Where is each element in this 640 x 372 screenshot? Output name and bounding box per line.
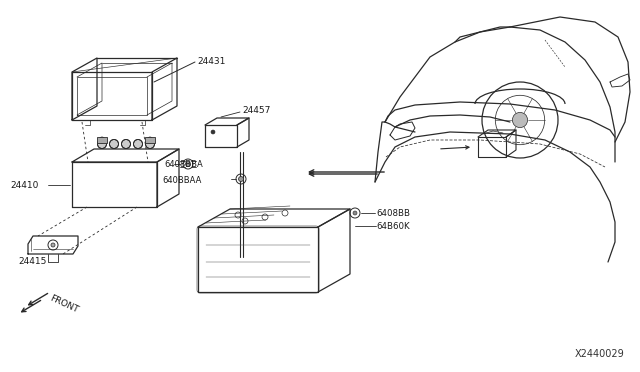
Text: 64B60K: 64B60K: [376, 221, 410, 231]
Text: 24457: 24457: [242, 106, 270, 115]
Text: 6408BBA: 6408BBA: [164, 160, 203, 169]
Circle shape: [51, 243, 55, 247]
Circle shape: [513, 112, 527, 128]
Bar: [145, 137, 155, 143]
Bar: [97, 137, 107, 143]
Text: 24410: 24410: [10, 180, 38, 189]
Text: 640BBAA: 640BBAA: [162, 176, 202, 185]
Text: 24415: 24415: [18, 257, 46, 266]
Circle shape: [134, 140, 143, 148]
Text: FRONT: FRONT: [48, 294, 79, 314]
Text: 6408BB: 6408BB: [376, 208, 410, 218]
Circle shape: [97, 140, 106, 148]
Text: 24431: 24431: [197, 57, 225, 65]
Circle shape: [99, 137, 105, 143]
Circle shape: [122, 140, 131, 148]
Circle shape: [109, 140, 118, 148]
Circle shape: [186, 161, 191, 167]
Circle shape: [147, 137, 153, 143]
Circle shape: [353, 211, 357, 215]
Circle shape: [211, 130, 215, 134]
Text: X2440029: X2440029: [575, 349, 625, 359]
Circle shape: [239, 176, 243, 182]
Circle shape: [145, 140, 154, 148]
